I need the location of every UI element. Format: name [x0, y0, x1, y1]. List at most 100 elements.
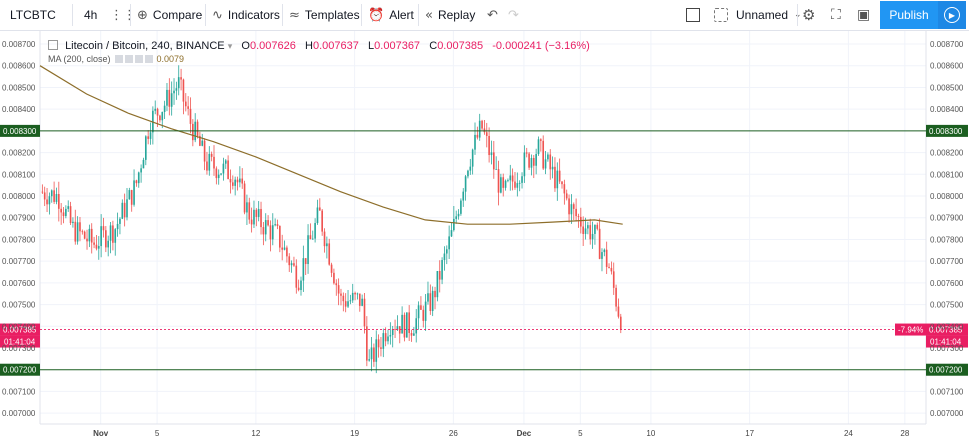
candle-body [396, 326, 399, 330]
candle-body [344, 301, 347, 307]
candle-body [608, 266, 610, 268]
publish-button[interactable]: Publish [880, 1, 938, 29]
candle-body [147, 136, 149, 139]
candle-body [93, 242, 95, 245]
y-tick-label: 0.008100 [930, 170, 964, 179]
price-chart[interactable]: 0.008300 0.008300 0.007200 0.007200 0.007385… [0, 31, 969, 442]
candle-body [410, 333, 413, 336]
candle-body [170, 93, 173, 107]
candle-body [502, 177, 505, 188]
gear-icon: ⚙ [802, 6, 816, 24]
candle-body [149, 132, 152, 139]
camera-icon: ▣ [857, 7, 871, 23]
candle-body [161, 111, 164, 121]
candle-body [577, 216, 580, 217]
legend-settings-icon[interactable] [48, 40, 58, 50]
fullscreen-button[interactable]: ⛶ [831, 0, 846, 30]
candle-body [467, 170, 469, 177]
replay-label: Replay [437, 8, 476, 22]
candle-body [81, 231, 84, 233]
candle-body [337, 285, 340, 294]
divider [72, 4, 73, 26]
candle-body [241, 178, 244, 184]
layout-square-icon [686, 8, 700, 22]
high-value: 0.007637 [312, 40, 359, 52]
level-price-label: 0.007200 [3, 366, 37, 375]
compare-button[interactable]: ⊕ Compare [137, 0, 202, 30]
redo-icon: ↷ [508, 7, 519, 23]
candle-body [95, 244, 98, 249]
alert-label: Alert [389, 8, 414, 22]
level-price-tag [926, 124, 968, 137]
candle-body [540, 139, 542, 141]
indicators-label: Indicators [227, 8, 280, 22]
candle-body [43, 192, 46, 200]
divider [361, 4, 362, 26]
legend-dropdown-icon[interactable]: ▾ [227, 42, 233, 52]
candle-body [286, 247, 288, 257]
candle-body [290, 263, 293, 266]
candle-body [356, 293, 359, 295]
candle-body [589, 225, 592, 240]
candle-body [79, 222, 81, 232]
pct-label: -7.94% [898, 326, 923, 335]
candle-body [391, 329, 394, 335]
y-tick-label: 0.007400 [930, 322, 964, 331]
y-tick-label: 0.007900 [2, 214, 36, 223]
candle-body [427, 293, 429, 302]
candle-body [201, 140, 204, 146]
settings-button[interactable]: ⚙ [802, 0, 820, 30]
interval-button[interactable]: 4h [84, 0, 97, 30]
play-button[interactable]: ▶ [938, 1, 966, 29]
candle-body [537, 139, 540, 155]
y-tick-label: 0.007300 [930, 344, 964, 353]
right-price-axis: 0.007000 0.007100 0.007300 0.007400 0.007500… [930, 40, 964, 418]
candle-body [363, 298, 366, 327]
candle-body [121, 202, 124, 219]
undo-button[interactable]: ↶ [487, 0, 503, 30]
candle-body [610, 267, 613, 272]
candle-body [424, 301, 427, 321]
redo-button[interactable]: ↷ [508, 0, 524, 30]
candle-body [154, 108, 157, 111]
candle-body [60, 208, 62, 213]
save-layout-button[interactable] [686, 0, 700, 30]
replay-button[interactable]: « Replay [425, 0, 475, 30]
toolbar: LTCBTC 4h ⋮⋮ ⊕ Compare ∿ Indicators ≈ Te… [0, 0, 969, 31]
interval-label: 4h [84, 8, 98, 22]
y-tick-label: 0.007800 [2, 235, 36, 244]
pct-tag [895, 323, 926, 336]
layout-toggle-button[interactable] [714, 0, 728, 30]
snapshot-button[interactable]: ▣ [857, 0, 875, 30]
layout-name-dropdown[interactable]: Unnamed ⌄ [736, 0, 807, 30]
alert-button[interactable]: ⏰ Alert [368, 0, 414, 30]
candle-body [570, 204, 573, 215]
candle-body [471, 149, 474, 167]
candle-body [321, 210, 323, 232]
candle-body [584, 228, 587, 234]
candle-body [380, 347, 382, 349]
divider [797, 4, 798, 26]
last-price-tag [926, 323, 968, 336]
candle-body [469, 166, 472, 171]
plus-circle-icon: ⊕ [137, 7, 148, 23]
candle-body [281, 247, 284, 250]
y-tick-label: 0.008200 [2, 149, 36, 158]
change-value: -0.000241 (−3.16%) [492, 40, 590, 52]
candle-body [617, 306, 620, 317]
candle-body [133, 180, 135, 205]
candle-body [248, 202, 251, 220]
candle-body [173, 90, 175, 94]
candle-body [483, 128, 486, 133]
ma-controls[interactable] [114, 55, 153, 63]
indicators-button[interactable]: ∿ Indicators [212, 0, 280, 30]
symbol-search[interactable]: LTCBTC [10, 0, 56, 30]
candle-body [128, 190, 131, 200]
templates-button[interactable]: ≈ Templates [289, 0, 360, 30]
chart-type-button[interactable]: ⋮⋮ [110, 0, 141, 30]
ma-legend[interactable]: MA (200, close) 0.0079 [48, 54, 184, 64]
candle-body [351, 292, 354, 301]
x-tick-label: 5 [578, 429, 583, 438]
candle-body [213, 156, 215, 169]
divider [418, 4, 419, 26]
